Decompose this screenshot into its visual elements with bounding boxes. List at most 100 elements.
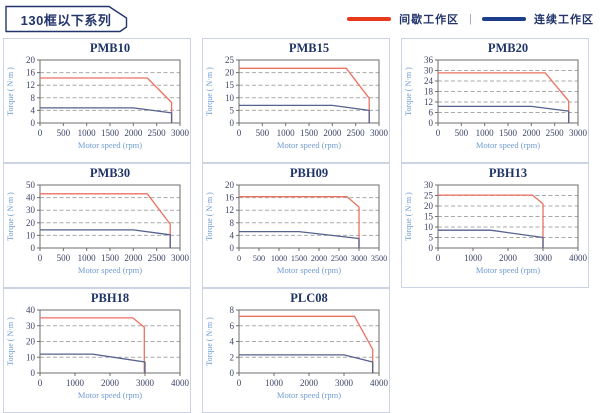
x-tick-label: 0 (436, 128, 441, 138)
x-tick-label: 3500 (371, 254, 387, 263)
page-title: 130框以下系列 (4, 5, 128, 33)
continuous-zone-line (438, 105, 570, 123)
y-tick-label: 30 (424, 180, 434, 190)
y-tick-label: 0 (230, 118, 235, 128)
x-axis-label: Motor speed (rpm) (277, 390, 341, 400)
torque-speed-chart: PBH09 0 4 8 12 16 20 0 500 1000 1500 2000 2500 3000 35… (205, 166, 387, 275)
torque-speed-chart: PLC08 0 2 4 6 8 0 1000 2000 3000 4000 Motor speed (… (205, 291, 389, 400)
y-axis-label: Torque ( N·m ) (205, 192, 214, 241)
intermittent-zone-line (40, 193, 171, 248)
x-tick-label: 2000 (300, 378, 319, 388)
intermittent-zone-line (438, 194, 544, 248)
plot-border (238, 59, 380, 124)
plot-border (238, 184, 380, 249)
x-tick-label: 2500 (148, 128, 167, 138)
y-tick-label: 6 (230, 321, 235, 331)
x-tick-label: 1000 (476, 128, 495, 138)
intermittent-zone-line (239, 315, 374, 373)
x-tick-label: 4000 (370, 378, 389, 388)
chart-cell-PMB15: PMB15 0 5 10 15 20 25 0 500 1000 1500 2000 2500 3000 M… (202, 38, 390, 163)
continuous-zone-line (40, 229, 171, 248)
x-tick-label: 3000 (351, 254, 367, 263)
y-tick-label: 0 (429, 243, 434, 253)
intermittent-zone-line (40, 317, 145, 373)
chart-title: PBH13 (489, 166, 527, 180)
x-tick-label: 3000 (171, 253, 190, 263)
chart-cell-PLC08: PLC08 0 2 4 6 8 0 1000 2000 3000 4000 Motor speed (… (202, 288, 390, 413)
x-tick-label: 500 (455, 128, 469, 138)
y-tick-label: 16 (225, 193, 235, 203)
x-tick-label: 3000 (171, 128, 190, 138)
y-tick-label: 10 (26, 352, 36, 362)
chart-grid: PMB10 0 4 8 12 16 20 0 500 1000 1500 2000 2500 3000 Mo… (0, 38, 600, 413)
x-tick-label: 1000 (78, 128, 97, 138)
y-axis-label: Torque ( N·m ) (404, 192, 413, 241)
x-tick-label: 500 (253, 254, 265, 263)
x-axis-label: Motor speed (rpm) (277, 265, 341, 275)
legend-label-intermittent: 间歇工作区 (399, 14, 460, 26)
chart-title: PMB30 (90, 166, 130, 180)
y-tick-label: 8 (230, 218, 235, 228)
y-axis-label: Torque ( N·m ) (6, 317, 15, 366)
x-tick-label: 2000 (101, 378, 120, 388)
y-tick-label: 0 (31, 368, 36, 378)
y-axis-label: Torque ( N·m ) (205, 67, 214, 116)
legend-label-continuous: 连续工作区 (534, 14, 594, 26)
x-tick-label: 1500 (291, 254, 307, 263)
y-tick-label: 10 (424, 222, 434, 232)
y-tick-label: 12 (225, 205, 234, 215)
y-tick-label: 0 (31, 243, 36, 253)
page-title-label: 130框以下系列 (20, 12, 112, 28)
y-tick-label: 8 (31, 93, 36, 103)
chart-cell-PMB10: PMB10 0 4 8 12 16 20 0 500 1000 1500 2000 2500 3000 Mo… (3, 38, 191, 163)
y-tick-label: 40 (26, 193, 36, 203)
x-axis-label: Motor speed (rpm) (78, 390, 142, 400)
y-tick-label: 25 (225, 55, 235, 65)
y-tick-label: 0 (429, 118, 434, 128)
x-tick-label: 4000 (171, 378, 190, 388)
chart-title: PMB15 (289, 41, 329, 55)
y-axis-label: Torque ( N·m ) (6, 67, 15, 116)
y-tick-label: 50 (26, 180, 36, 190)
chart-cell-PMB20: PMB20 0 6 12 18 24 30 36 0 500 1000 1500 2000 2500 300… (401, 38, 589, 163)
y-tick-label: 20 (26, 337, 36, 347)
x-tick-label: 2500 (331, 254, 347, 263)
chart-cell-PBH13: PBH13 0 5 10 15 20 25 30 0 1000 2000 3000 4000 Motor … (401, 163, 589, 288)
x-tick-label: 2000 (311, 254, 327, 263)
x-tick-label: 2000 (499, 253, 518, 263)
y-tick-label: 2 (230, 352, 235, 362)
y-tick-label: 4 (230, 337, 235, 347)
chart-cell-PBH18: PBH18 0 10 20 30 40 0 1000 2000 3000 4000 Motor spe… (3, 288, 191, 413)
y-tick-label: 0 (230, 243, 235, 253)
y-tick-label: 4 (31, 105, 36, 115)
y-tick-label: 4 (230, 230, 235, 240)
chart-title: PLC08 (290, 291, 328, 305)
y-tick-label: 15 (225, 80, 235, 90)
chart-cell-PBH09: PBH09 0 4 8 12 16 20 0 500 1000 1500 2000 2500 3000 35… (202, 163, 390, 288)
y-tick-label: 30 (424, 66, 434, 76)
y-tick-label: 10 (26, 230, 36, 240)
continuous-zone-line (239, 104, 370, 123)
y-tick-label: 15 (424, 212, 434, 222)
x-tick-label: 1000 (78, 253, 97, 263)
y-tick-label: 20 (225, 180, 235, 190)
torque-speed-chart: PMB10 0 4 8 12 16 20 0 500 1000 1500 2000 2500 3000 Mo… (6, 41, 190, 150)
x-tick-label: 0 (237, 378, 242, 388)
x-tick-label: 2500 (347, 128, 366, 138)
y-tick-label: 30 (26, 321, 36, 331)
x-tick-label: 500 (57, 253, 71, 263)
x-tick-label: 1000 (277, 128, 296, 138)
y-tick-label: 20 (26, 218, 36, 228)
chart-title: PBH09 (290, 166, 328, 180)
x-tick-label: 1500 (101, 128, 120, 138)
torque-speed-chart: PMB15 0 5 10 15 20 25 0 500 1000 1500 2000 2500 3000 M… (205, 41, 389, 150)
continuous-zone-line (239, 354, 374, 373)
legend: 间歇工作区 | 连续工作区 (347, 11, 594, 27)
x-tick-label: 3000 (335, 378, 354, 388)
y-tick-label: 6 (429, 108, 434, 118)
x-tick-label: 500 (256, 128, 270, 138)
x-tick-label: 2500 (148, 253, 167, 263)
empty-cell (401, 288, 589, 413)
x-tick-label: 0 (38, 378, 43, 388)
